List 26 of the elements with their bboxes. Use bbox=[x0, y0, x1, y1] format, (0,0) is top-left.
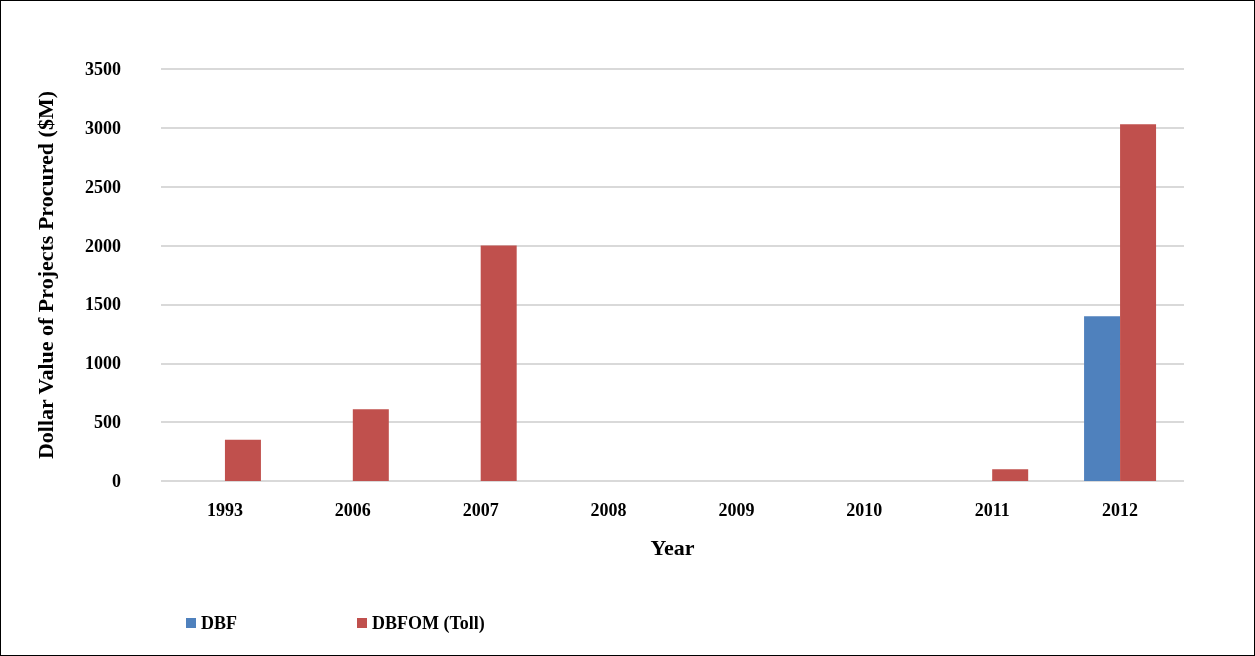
y-axis-title: Dollar Value of Projects Procured ($M) bbox=[32, 90, 58, 460]
y-tick-label: 2500 bbox=[85, 176, 121, 197]
legend-label: DBFOM (Toll) bbox=[372, 613, 485, 634]
x-tick-label: 2007 bbox=[462, 500, 499, 520]
x-tick-label: 2011 bbox=[974, 500, 1010, 520]
y-tick-label: 0 bbox=[112, 471, 121, 491]
bar bbox=[992, 469, 1029, 481]
x-axis-title: Year bbox=[650, 534, 695, 560]
y-tick-label: 1000 bbox=[85, 353, 121, 374]
legend-label: DBF bbox=[201, 613, 237, 633]
y-tick-label: 500 bbox=[94, 412, 121, 433]
y-tick-label: 1500 bbox=[85, 294, 121, 315]
bar bbox=[224, 439, 261, 481]
bar bbox=[1084, 316, 1121, 481]
x-tick-label: 2010 bbox=[846, 500, 883, 520]
x-tick-label: 2012 bbox=[1102, 500, 1139, 520]
bar bbox=[1120, 124, 1157, 481]
bar bbox=[352, 409, 389, 481]
y-tick-label: 2000 bbox=[85, 235, 121, 256]
x-tick-label: 1993 bbox=[206, 500, 243, 520]
x-tick-label: 2008 bbox=[590, 500, 627, 520]
x-tick-label: 2009 bbox=[718, 500, 755, 520]
y-tick-label: 3000 bbox=[85, 117, 121, 138]
bar bbox=[480, 245, 517, 481]
x-tick-label: 2006 bbox=[334, 500, 371, 520]
y-tick-label: 3500 bbox=[85, 59, 121, 79]
